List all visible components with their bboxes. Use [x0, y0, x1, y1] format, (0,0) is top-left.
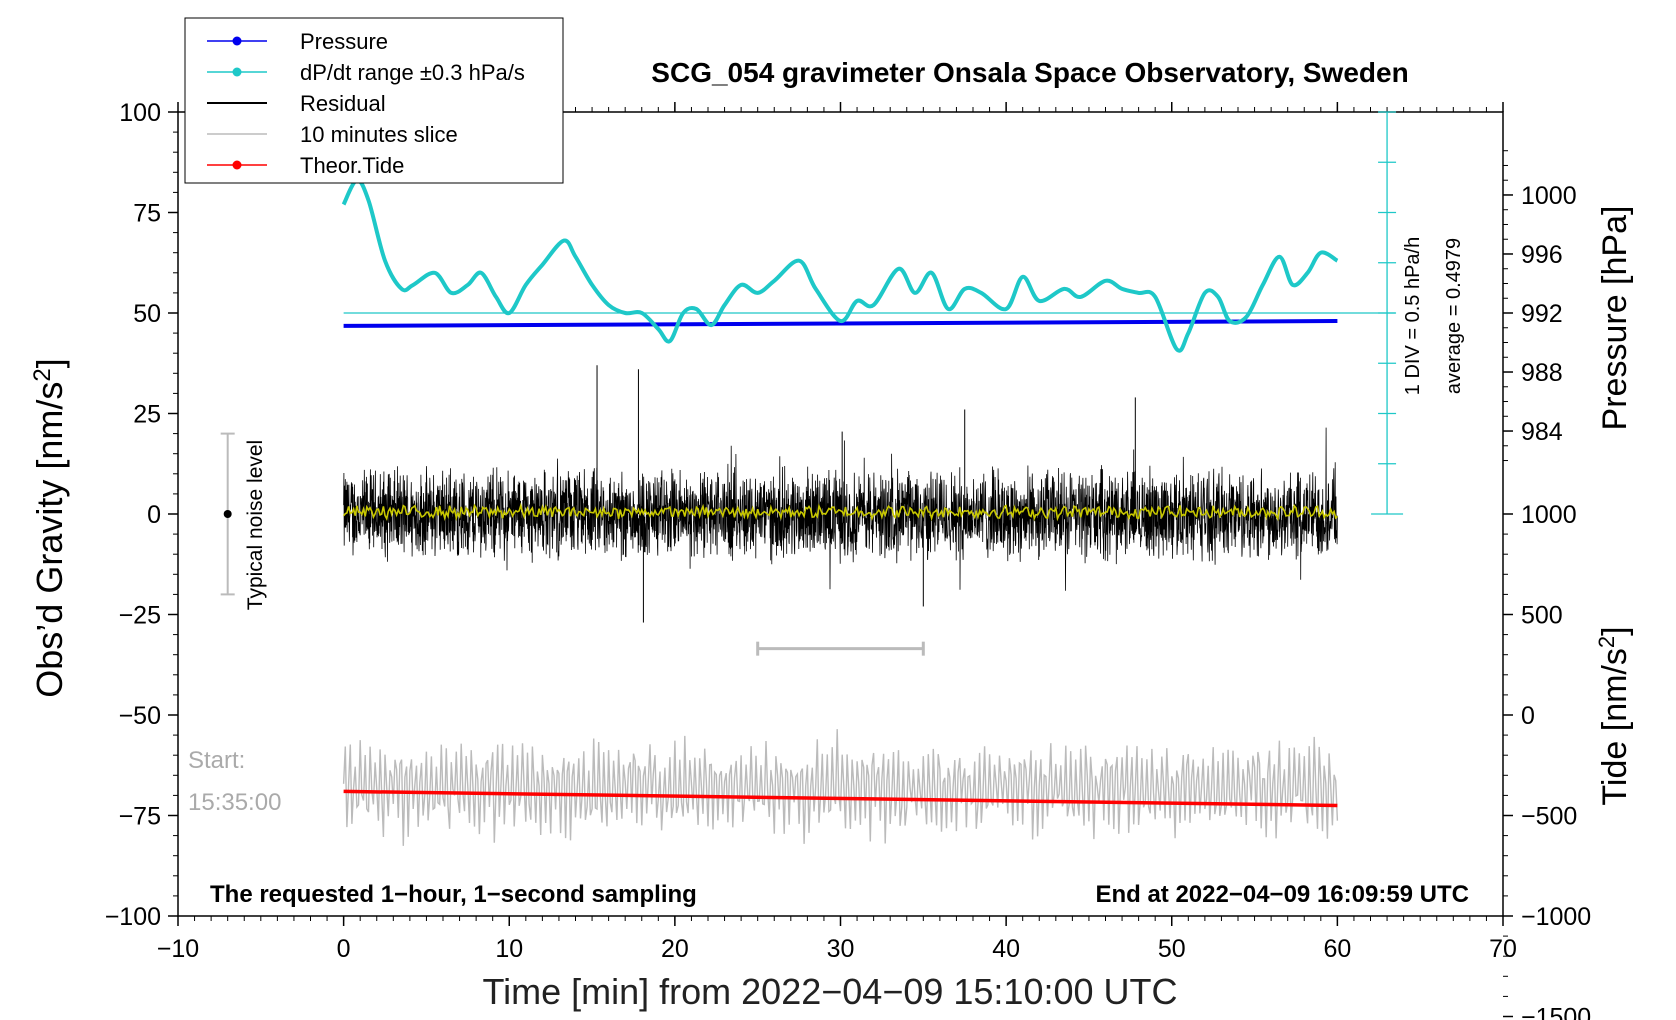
- pressure-axis-label: Pressure [hPa]: [1596, 206, 1634, 431]
- legend-box: [184, 17, 564, 184]
- legend-label: Pressure: [300, 29, 388, 54]
- pressure-tick-label: 996: [1521, 241, 1563, 269]
- y-tick-label: 0: [147, 501, 161, 529]
- legend-marker: [232, 36, 242, 46]
- y-tick-label: 25: [133, 401, 161, 429]
- noise-bar-center-dot: [223, 510, 232, 518]
- legend-label: dP/dt range ±0.3 hPa/s: [300, 60, 525, 85]
- plot-area: −10 0 10 20 30 40 50 60 701007550250−25−50−75−10…: [105, 99, 1592, 1020]
- pressure-line: [343, 319, 1338, 328]
- x-tick-label: 50: [1158, 935, 1186, 963]
- x-tick-label: 0: [337, 935, 351, 963]
- y-axis-label: Obs’d Gravity [nm/s2]: [29, 358, 70, 697]
- legend-label: 10 minutes slice: [300, 122, 458, 147]
- pressure-tick-label: 988: [1521, 359, 1563, 387]
- x-tick-label: 20: [661, 935, 689, 963]
- dpdt-average-label: average = 0.4979: [1443, 238, 1465, 394]
- pressure-tick-label: 1000: [1521, 182, 1577, 210]
- y-tick-label: −75: [119, 803, 161, 831]
- pressure-tick-label: 984: [1521, 418, 1563, 446]
- legend-label: Theor.Tide: [300, 153, 404, 178]
- tide-axis-label: Tide [nm/s2]: [1594, 626, 1634, 805]
- legend-marker: [232, 67, 242, 77]
- x-tick-label: 30: [827, 935, 855, 963]
- tide-axis-label-tail: ]: [1596, 626, 1634, 635]
- noise-level-label: Typical noise level: [244, 440, 267, 610]
- y-tick-label: −50: [119, 702, 161, 730]
- legend: Pressure dP/dt range ±0.3 hPa/s Residual 10…: [184, 17, 564, 184]
- y-axis-label-tail: ]: [29, 358, 70, 368]
- tide-tick-label: 500: [1521, 602, 1563, 630]
- footer-right-text: End at 2022−04−09 16:09:59 UTC: [1095, 881, 1469, 908]
- dpdt-scale-label: 1 DIV = 0.5 hPa/h: [1402, 237, 1424, 395]
- y-tick-label: −100: [105, 903, 161, 931]
- pressure-tick-label: 992: [1521, 300, 1563, 328]
- y-axis-label-main: Obs’d Gravity [nm/s: [29, 382, 70, 698]
- y-tick-label: 75: [133, 200, 161, 228]
- start-time-label: 15:35:00: [188, 789, 281, 816]
- y-tick-label: −25: [119, 602, 161, 630]
- residual-smoothed-line: [342, 502, 1338, 522]
- tide-axis-label-sup: 2: [1594, 636, 1619, 648]
- start-label: Start:: [188, 747, 245, 774]
- tide-tick-label: 0: [1521, 702, 1535, 730]
- y-tick-label: 100: [119, 99, 161, 127]
- tide-tick-label: 1000: [1521, 501, 1577, 529]
- dpdt-line: [341, 178, 1339, 353]
- x-tick-label: −10: [157, 935, 199, 963]
- tide-tick-label: −1000: [1521, 903, 1591, 931]
- x-tick-label: 10: [495, 935, 523, 963]
- x-tick-label: 70: [1489, 935, 1517, 963]
- tide-axis-label-main: Tide [nm/s: [1596, 648, 1634, 805]
- x-axis-label: Time [min] from 2022−04−09 15:10:00 UTC: [482, 971, 1177, 1012]
- tide-tick-label: −1500: [1521, 1004, 1591, 1020]
- y-axis-label-sup: 2: [29, 368, 56, 381]
- residual-line: [343, 427, 1338, 591]
- tide-tick-label: −500: [1521, 803, 1577, 831]
- footer-left-text: The requested 1−hour, 1−second sampling: [210, 881, 697, 908]
- x-tick-label: 60: [1323, 935, 1351, 963]
- x-tick-label: 40: [992, 935, 1020, 963]
- chart-title: SCG_054 gravimeter Onsala Space Observat…: [651, 57, 1408, 88]
- tide-line: [343, 789, 1338, 808]
- y-tick-label: 50: [133, 300, 161, 328]
- legend-marker: [232, 160, 242, 170]
- slice-line: [342, 729, 1339, 846]
- legend-label: Residual: [300, 91, 386, 116]
